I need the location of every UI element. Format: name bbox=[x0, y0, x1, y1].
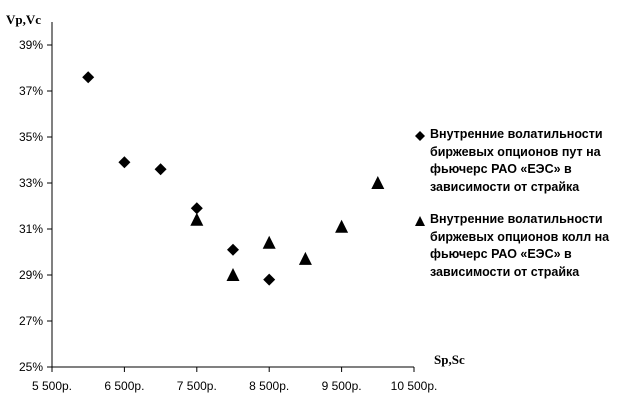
y-tick-label: 27% bbox=[19, 314, 43, 328]
call-data-point bbox=[226, 268, 240, 281]
put-data-point bbox=[190, 202, 203, 215]
y-tick-label: 39% bbox=[19, 38, 43, 52]
put-data-point bbox=[227, 243, 239, 256]
x-tick-label: 8 500р. bbox=[249, 379, 289, 393]
y-tick-label: 37% bbox=[19, 84, 43, 98]
call-data-point bbox=[298, 251, 312, 265]
put-data-point bbox=[154, 163, 167, 176]
call-data-point bbox=[262, 235, 276, 249]
legend-entry-put: Внутренние волатильности биржевых опцион… bbox=[415, 126, 620, 196]
y-tick-label: 31% bbox=[19, 222, 43, 236]
put-data-point bbox=[82, 71, 95, 84]
call-data-point bbox=[335, 219, 349, 233]
data-points bbox=[82, 71, 385, 286]
x-tick-label: 6 500р. bbox=[104, 379, 144, 393]
x-tick-label: 7 500р. bbox=[177, 379, 217, 393]
legend-label-call: Внутренние волатильности биржевых опцион… bbox=[430, 212, 610, 279]
legend-entry-call: Внутренние волатильности биржевых опцион… bbox=[415, 211, 620, 281]
y-axis-label: Vp,Vc bbox=[6, 12, 41, 27]
axes bbox=[51, 22, 414, 368]
y-axis-ticks: 25% 27% 29% 31% 33% 35% 37% 39% bbox=[19, 38, 52, 374]
triangle-marker-icon bbox=[415, 216, 425, 226]
call-data-point bbox=[190, 212, 204, 226]
y-tick-label: 33% bbox=[19, 176, 43, 190]
y-tick-label: 25% bbox=[19, 360, 43, 374]
y-tick-label: 35% bbox=[19, 130, 43, 144]
put-data-point bbox=[263, 273, 276, 286]
x-axis-label: Sp,Sc bbox=[434, 352, 465, 367]
put-data-point bbox=[118, 156, 131, 169]
legend-label-put: Внутренние волатильности биржевых опцион… bbox=[430, 127, 603, 194]
x-axis-ticks: 5 500р. 6 500р. 7 500р. 8 500р. 9 500р. 10 50… bbox=[32, 367, 437, 393]
x-tick-label: 9 500р. bbox=[322, 379, 362, 393]
diamond-marker-icon bbox=[415, 131, 425, 141]
legend: Внутренние волатильности биржевых опцион… bbox=[415, 126, 620, 296]
call-data-point bbox=[371, 176, 385, 189]
y-tick-label: 29% bbox=[19, 268, 43, 282]
x-tick-label: 5 500р. bbox=[32, 379, 72, 393]
x-tick-label: 10 500р. bbox=[391, 379, 438, 393]
